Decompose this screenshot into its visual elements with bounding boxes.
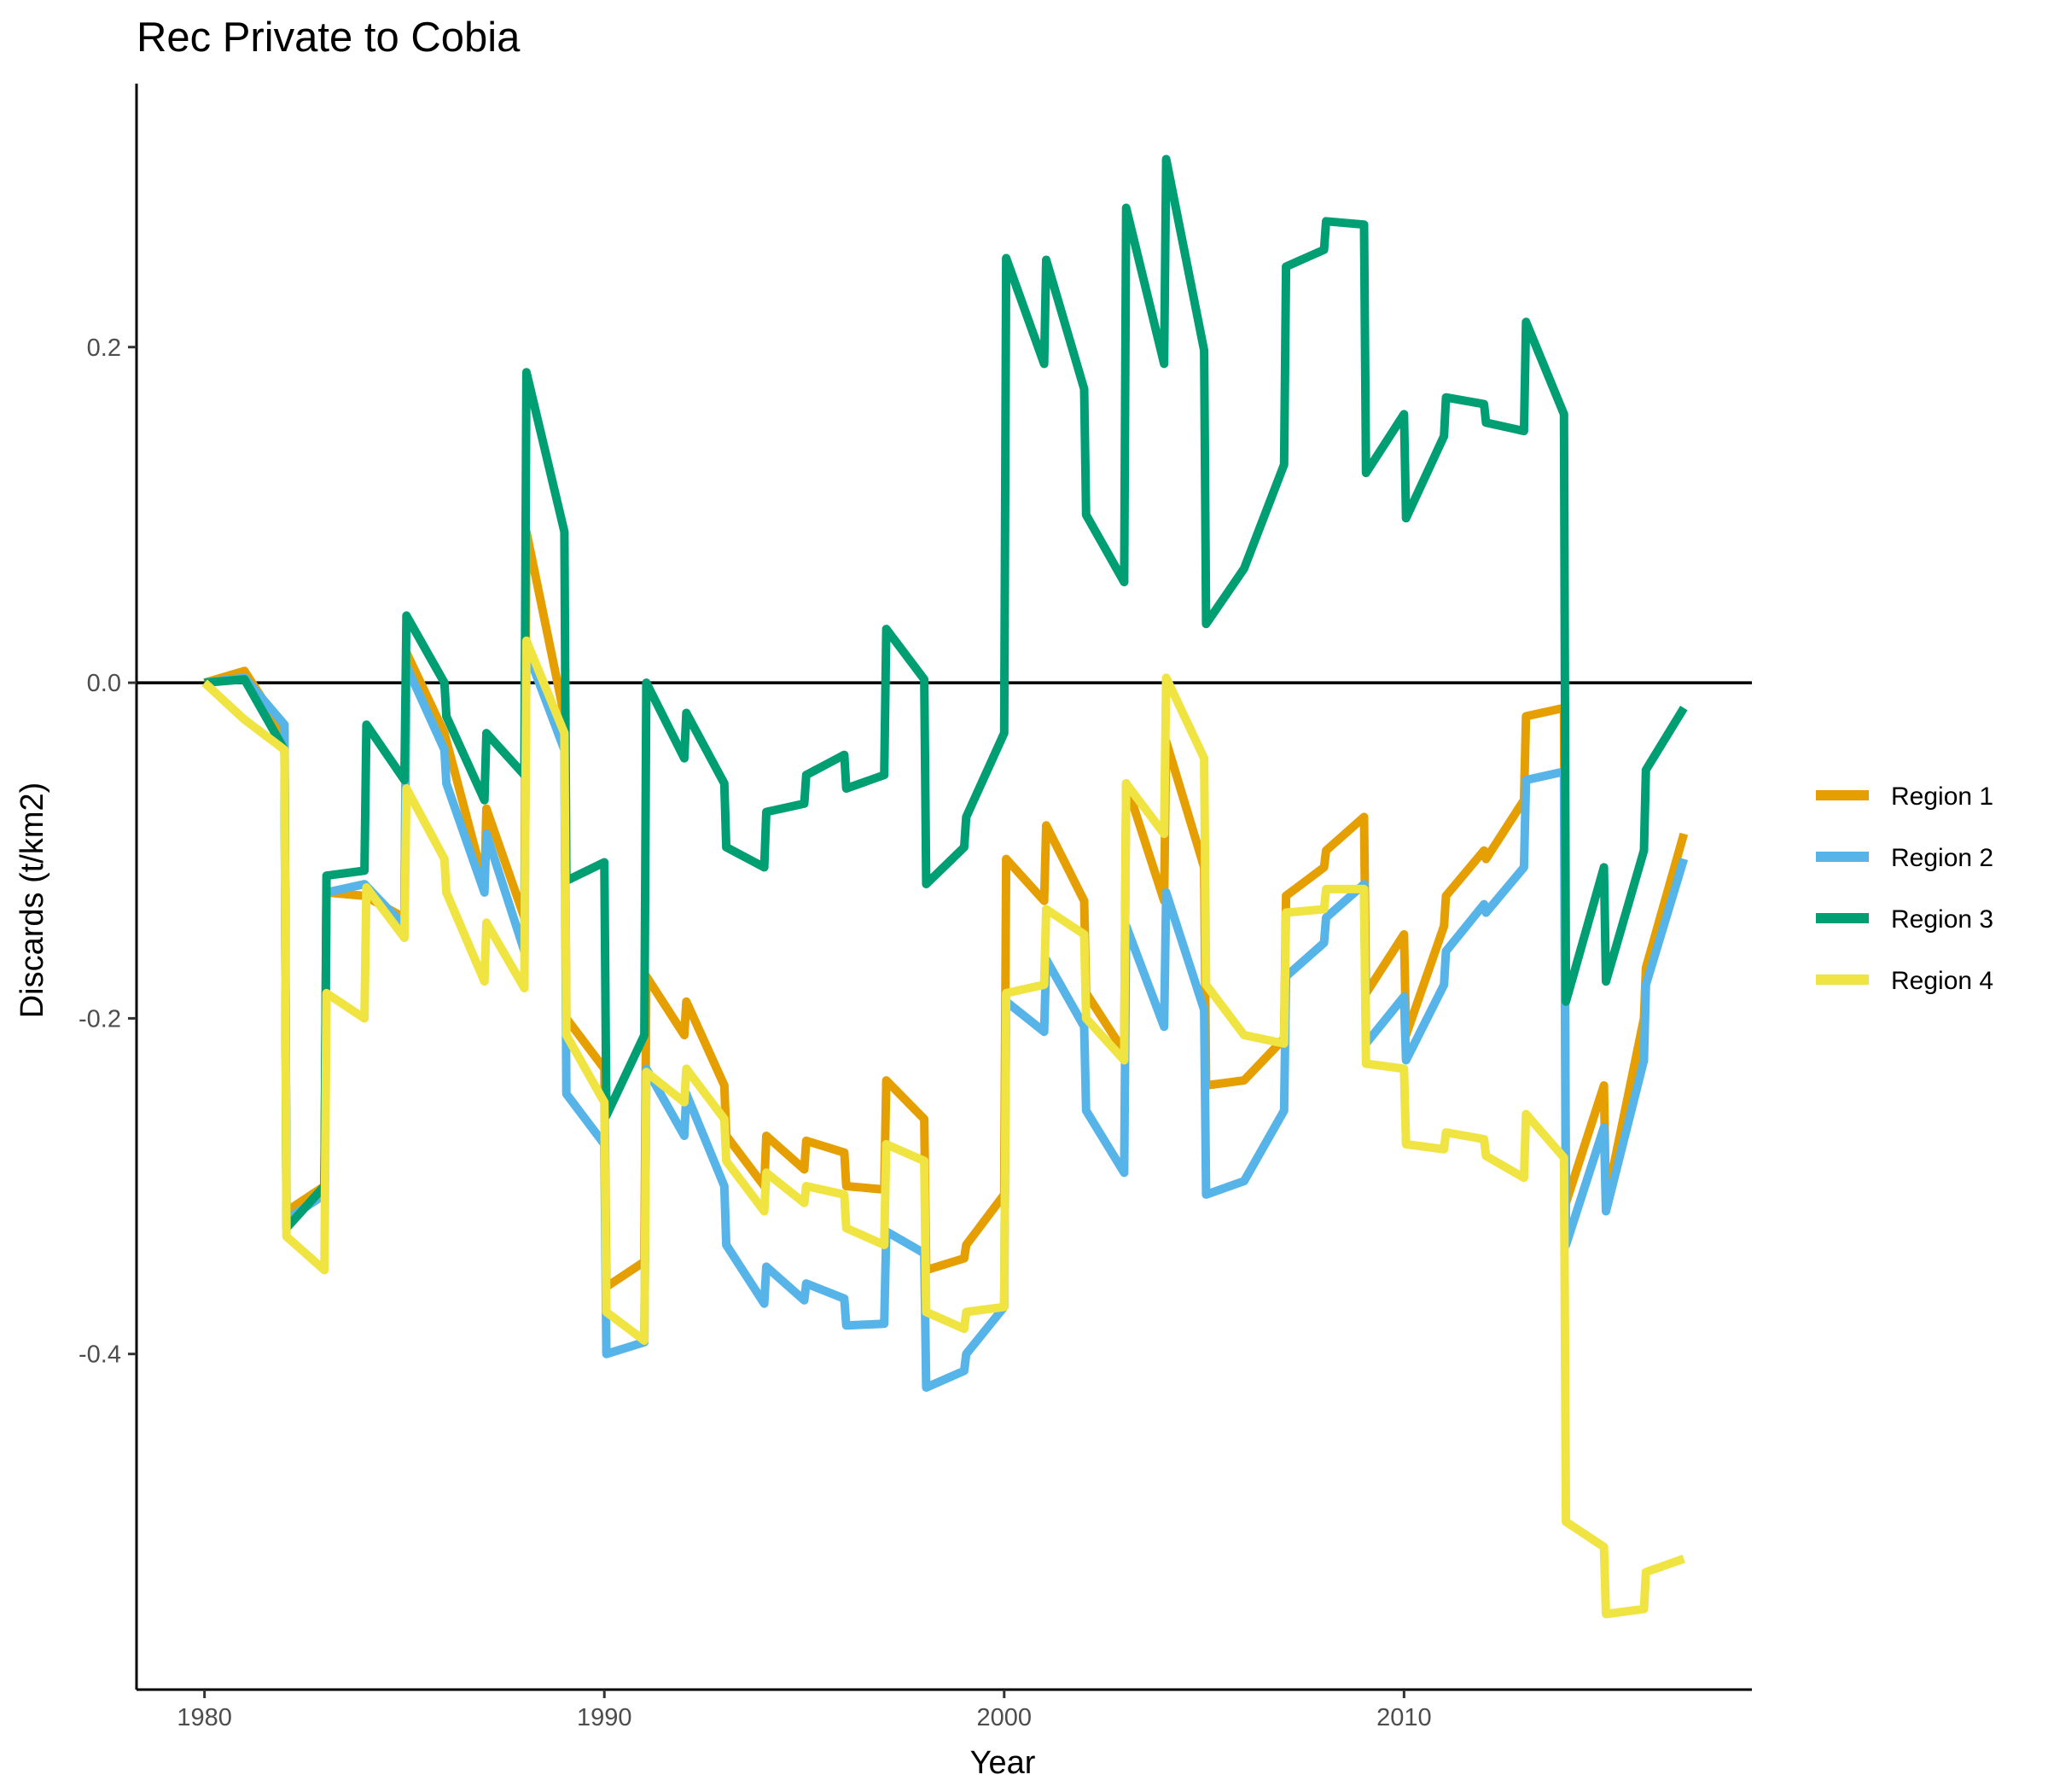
y-tick-label: -0.4 bbox=[79, 1341, 121, 1369]
x-tick-label: 1980 bbox=[177, 1704, 232, 1731]
x-tick-label: 1990 bbox=[577, 1704, 632, 1731]
legend-label: Region 4 bbox=[1891, 967, 1993, 995]
legend: Region 1 Region 2 Region 3 Region 4 bbox=[1816, 783, 1993, 995]
y-tick-label: 0.0 bbox=[87, 670, 121, 697]
y-tick-label: 0.2 bbox=[87, 335, 121, 362]
plot-area: 1980 1990 2000 2010 -0.4 -0.2 0.0 0.2 bbox=[79, 84, 1752, 1731]
series-line-region-1 bbox=[203, 527, 1689, 1291]
series-line-region-2 bbox=[204, 644, 1689, 1392]
x-axis-title: Year bbox=[970, 1745, 1036, 1781]
legend-label: Region 3 bbox=[1891, 905, 1993, 934]
legend-label: Region 1 bbox=[1891, 783, 1993, 811]
legend-label: Region 2 bbox=[1891, 844, 1993, 872]
series-line-region-4 bbox=[201, 636, 1685, 1619]
x-tick-label: 2010 bbox=[1376, 1704, 1432, 1731]
x-tick-label: 2000 bbox=[977, 1704, 1033, 1731]
y-tick-label: -0.2 bbox=[79, 1005, 121, 1033]
chart-title: Rec Private to Cobia bbox=[137, 15, 521, 61]
y-axis-title: Discards (t/km2) bbox=[15, 783, 50, 1019]
series-line-region-3 bbox=[204, 154, 1688, 1233]
